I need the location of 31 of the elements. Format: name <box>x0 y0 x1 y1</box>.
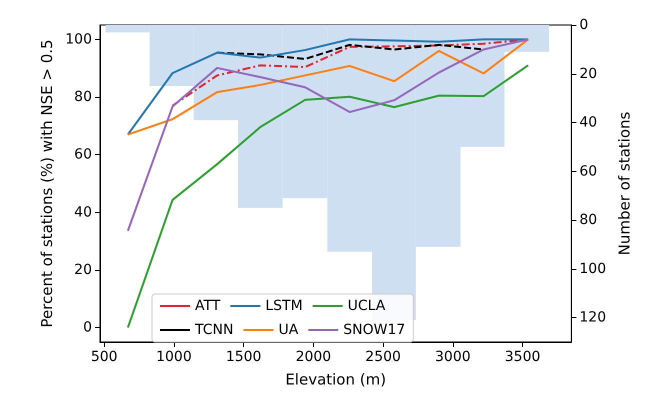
y2-tick-label: 0 <box>579 17 588 33</box>
y-tick-label: 0 <box>83 320 92 336</box>
x-tick-label: 2000 <box>296 349 332 365</box>
legend-label: TCNN <box>194 322 234 338</box>
legend-label: UA <box>278 322 299 338</box>
y-tick-label: 20 <box>74 262 92 278</box>
x-axis-title: Elevation (m) <box>285 370 386 388</box>
y2-tick-label: 20 <box>579 66 598 82</box>
y-tick-label: 40 <box>74 204 92 220</box>
legend-label: LSTM <box>265 298 303 314</box>
legend-label: ATT <box>195 298 221 314</box>
y2-tick-label: 100 <box>579 260 606 277</box>
y-axis-title: Percent of stations (%) with NSE > 0.5 <box>38 39 56 328</box>
line-series <box>126 38 530 136</box>
line-series <box>126 38 530 232</box>
y2-tick-label: 40 <box>579 114 598 131</box>
x-tick-label: 1000 <box>156 349 192 365</box>
y2-tick-label: 60 <box>579 163 598 180</box>
y2-tick-label: 80 <box>579 212 598 228</box>
x-tick-label: 500 <box>90 349 118 365</box>
legend-label: UCLA <box>348 298 386 314</box>
y-tick-label: 80 <box>74 89 92 106</box>
legend-label: SNOW17 <box>343 322 406 338</box>
y2-tick-label: 120 <box>579 310 606 326</box>
y2-axis-title: Number of stations <box>616 111 634 256</box>
x-tick-label: 2500 <box>365 349 401 365</box>
y-tick-label: 100 <box>65 31 92 48</box>
x-tick-label: 3000 <box>435 349 471 365</box>
x-tick-label: 3500 <box>504 349 540 365</box>
y-tick-label: 60 <box>74 146 92 163</box>
x-tick-label: 1500 <box>226 349 262 365</box>
